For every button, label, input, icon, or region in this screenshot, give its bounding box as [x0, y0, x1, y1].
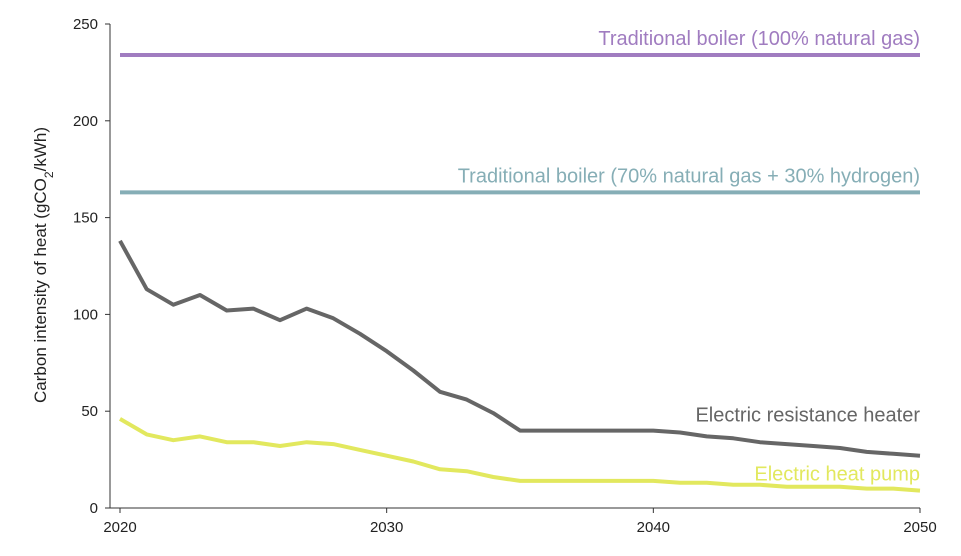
y-tick-label: 200 [73, 113, 98, 130]
y-axis-label-prefix: Carbon intensity of heat (gCO [31, 178, 50, 403]
series-label-traditional-boiler-100-natural-gas: Traditional boiler (100% natural gas) [598, 28, 920, 50]
x-tick-label: 2030 [370, 519, 403, 536]
y-tick-label: 50 [81, 403, 98, 420]
y-tick-label: 100 [73, 306, 98, 323]
y-tick-label: 250 [73, 16, 98, 33]
axes: 0 50 100 150 200 250 2020 2030 2040 2050 [73, 16, 937, 536]
y-tick-label: 150 [73, 210, 98, 227]
series-line-electric-heat-pump [118, 417, 921, 493]
x-tick-label: 2040 [637, 519, 670, 536]
series-label-traditional-boiler-70-natural-gas-30-hydrogen: Traditional boiler (70% natural gas + 30… [458, 165, 920, 187]
series-line-electric-resistance-heater [118, 239, 921, 458]
series-labels: Traditional boiler (100% natural gas) Tra… [458, 28, 921, 486]
y-tick-label: 0 [90, 500, 98, 517]
y-axis-label: Carbon intensity of heat (gCO2/kWh) [31, 127, 56, 403]
x-tick-label: 2020 [103, 519, 136, 536]
series-label-electric-heat-pump: Electric heat pump [754, 464, 920, 486]
x-tick-label: 2050 [903, 519, 936, 536]
series-label-electric-resistance-heater: Electric resistance heater [695, 405, 920, 427]
y-axis-label-suffix: /kWh) [31, 127, 50, 171]
series-lines [118, 53, 921, 493]
y-axis-label-subscript: 2 [42, 171, 56, 178]
